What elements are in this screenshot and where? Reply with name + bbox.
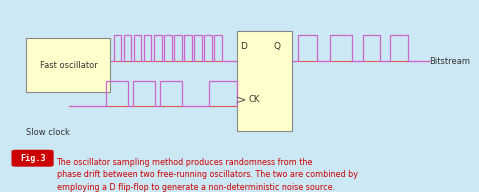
Text: Q: Q <box>274 42 281 50</box>
Text: CK: CK <box>248 95 260 104</box>
FancyBboxPatch shape <box>11 150 54 167</box>
Text: Fast oscillator: Fast oscillator <box>40 61 97 70</box>
Text: The oscillator sampling method produces randomness from the
phase drift between : The oscillator sampling method produces … <box>57 158 357 192</box>
FancyBboxPatch shape <box>26 38 110 92</box>
FancyBboxPatch shape <box>237 31 292 131</box>
Text: Fig.3: Fig.3 <box>20 154 46 163</box>
Text: Slow clock: Slow clock <box>26 128 70 137</box>
Text: D: D <box>240 42 247 50</box>
Text: Bitstream: Bitstream <box>429 57 470 66</box>
